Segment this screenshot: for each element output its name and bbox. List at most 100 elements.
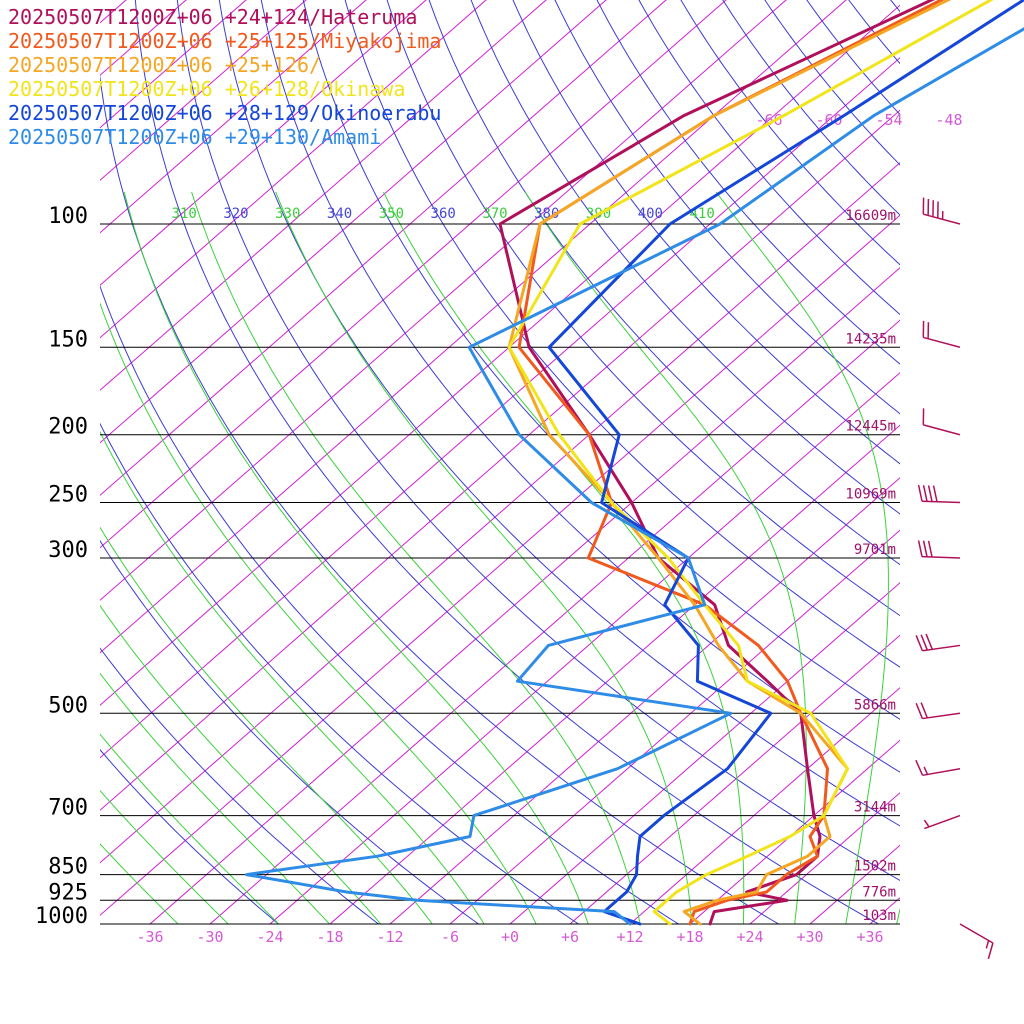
temperature-tick-label: -36 [136,928,163,946]
isotherm-line [100,109,900,811]
dry-adiabat-line [100,647,380,924]
wind-barb-feather [927,485,933,502]
dry-adiabats [100,0,900,924]
wind-barb-feather [927,540,933,558]
pressure-label: 250 [48,483,88,508]
moist-adiabat-line [100,604,382,924]
wind-barb-staff [959,923,994,944]
theta-label: 400 [638,206,663,222]
temperature-tick-label: -6 [441,928,459,946]
dry-adiabat-line [638,0,900,316]
dry-adiabat-line [470,0,900,515]
wind-barb [923,814,961,830]
wind-barb-staff [923,336,961,348]
temperature-tick-label: -24 [256,928,283,946]
wind-barb [922,408,961,436]
temperature-tick-label: +0 [501,928,519,946]
axis-labels: 100 16609m 150 14235m 200 12445m 250 10969m 300 9… [35,111,963,946]
wind-barb-feather [915,759,924,776]
pressure-label: 100 [48,204,88,229]
dry-adiabat-line [806,0,900,116]
wind-barb-feather [922,485,928,502]
isobars [100,223,900,925]
dry-adiabat-line [100,284,680,924]
pressure-label: 1000 [35,904,88,929]
height-label: 10969m [845,487,896,503]
isotherm-line [149,267,900,924]
isotherm-line [269,372,900,924]
pressure-label: 200 [48,415,88,440]
height-label: 9701m [854,542,896,558]
legend-entry: 20250507T1200Z+06 +28+129/Okinoerabu [8,101,441,125]
legend-entry: 20250507T1200Z+06 +26+128/Okinawa [8,77,405,101]
sounding-series [245,0,1024,926]
wind-barb [917,540,961,559]
dry-adiabat-line [176,0,900,882]
isotherm-line [869,897,900,924]
theta-label: 320 [223,206,248,222]
wind-barb-half-feather [923,819,930,828]
pressure-label: 500 [48,693,88,718]
height-label: 103m [862,908,896,924]
temperature-tick-label: +30 [796,928,823,946]
temperature-tick-label: +24 [736,928,763,946]
dry-adiabat-line [344,0,900,668]
dry-adiabat-line [260,0,900,773]
wind-barb-half-feather [985,940,990,949]
isotherm-line [100,0,847,654]
dry-adiabat-line [218,0,900,827]
isotherm-line [913,0,1024,939]
wind-barb-feather [922,540,928,557]
isotherm-line [100,0,787,601]
isotherm-line [809,844,900,924]
wind-barb-half-feather [923,766,929,775]
isotherm-line [100,57,900,759]
temperature-tick-label: -12 [376,928,403,946]
theta-label: 360 [431,206,456,222]
theta-label: 340 [327,206,352,222]
series-line [517,0,945,926]
pressure-label: 150 [48,327,88,352]
wind-barb-feather [915,635,924,652]
wind-barb-feather [920,634,929,651]
isotherm-line [689,739,900,924]
moist-adiabat-line [100,672,331,924]
height-label: 776m [862,884,896,900]
dry-adiabat-line [764,0,900,166]
wind-barb [922,197,961,225]
dry-adiabat-line [100,422,580,924]
wind-barb [915,633,961,652]
temperature-tick-label: +12 [616,928,643,946]
wind-barb-feather [917,540,923,557]
wind-barb-staff [922,644,961,652]
theta-label: 350 [379,206,404,222]
pressure-label: 300 [48,538,88,563]
pressure-label: 850 [48,855,88,880]
wind-barb [922,320,961,348]
wind-barb [915,702,961,720]
temperature-tick-label: +6 [561,928,579,946]
wind-barb-feather [925,633,933,650]
height-label: 16609m [845,208,896,224]
series-line [507,0,994,926]
moist-adiabat-line [100,843,179,924]
wind-barb-staff [924,814,961,830]
wind-barbs [915,197,994,960]
dry-adiabat-line [386,0,900,617]
theta-label: 380 [534,206,559,222]
isotherm-line [973,0,1024,939]
series-line [498,0,936,926]
wind-barb-staff [922,767,961,777]
wind-barb-staff [923,213,961,225]
height-label: 14235m [845,331,896,347]
isotherm-line [509,582,900,924]
moist-adiabat-line [275,191,693,924]
isotherm-line [329,424,900,924]
legend-entry: 20250507T1200Z+06 +25+125/Miyakojima [8,29,441,53]
pressure-label: 925 [48,880,88,905]
wind-barb-staff [922,712,961,720]
isotherm-line [449,529,900,924]
isotherm-line [569,634,900,924]
wind-barb-staff [923,424,961,436]
